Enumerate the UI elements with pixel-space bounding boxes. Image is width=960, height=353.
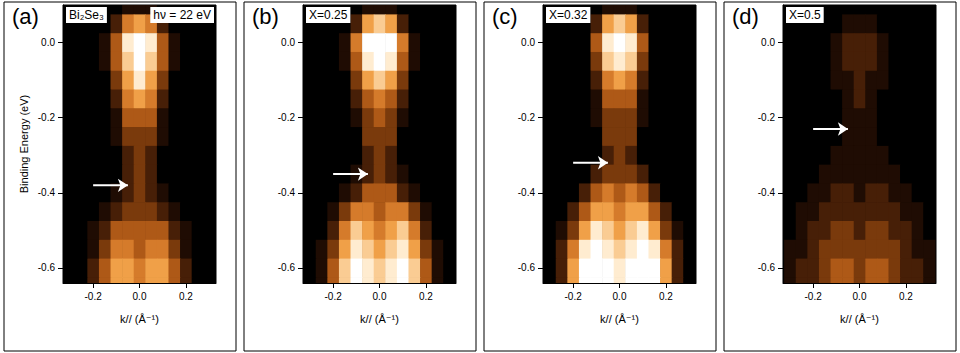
svg-text:X=0.5: X=0.5 bbox=[789, 8, 821, 22]
svg-text:(b): (b) bbox=[252, 4, 279, 29]
svg-text:0.0: 0.0 bbox=[133, 291, 147, 302]
svg-text:-0.2: -0.2 bbox=[565, 291, 583, 302]
svg-text:hν = 22 eV: hν = 22 eV bbox=[153, 8, 211, 22]
svg-text:-0.6: -0.6 bbox=[518, 262, 536, 273]
svg-text:0.0: 0.0 bbox=[41, 37, 55, 48]
svg-text:Bi₂Se₃: Bi₂Se₃ bbox=[69, 8, 104, 22]
svg-text:Binding Energy (eV): Binding Energy (eV) bbox=[18, 95, 30, 193]
svg-text:X=0.32: X=0.32 bbox=[549, 8, 588, 22]
svg-text:(c): (c) bbox=[492, 4, 518, 29]
svg-text:-0.2: -0.2 bbox=[325, 291, 343, 302]
svg-text:-0.2: -0.2 bbox=[518, 112, 536, 123]
svg-text:-0.2: -0.2 bbox=[758, 112, 776, 123]
svg-text:(d): (d) bbox=[732, 4, 759, 29]
svg-text:(a): (a) bbox=[12, 4, 39, 29]
svg-text:0.2: 0.2 bbox=[419, 291, 433, 302]
svg-text:k// (Å⁻¹): k// (Å⁻¹) bbox=[360, 313, 399, 325]
svg-text:-0.4: -0.4 bbox=[758, 187, 776, 198]
svg-text:-0.2: -0.2 bbox=[278, 112, 296, 123]
svg-text:-0.6: -0.6 bbox=[758, 262, 776, 273]
svg-text:-0.2: -0.2 bbox=[85, 291, 103, 302]
svg-text:-0.2: -0.2 bbox=[38, 112, 56, 123]
svg-text:-0.2: -0.2 bbox=[805, 291, 823, 302]
svg-text:-0.4: -0.4 bbox=[38, 187, 56, 198]
svg-text:0.0: 0.0 bbox=[281, 37, 295, 48]
svg-text:0.0: 0.0 bbox=[373, 291, 387, 302]
svg-text:0.0: 0.0 bbox=[853, 291, 867, 302]
svg-text:-0.4: -0.4 bbox=[518, 187, 536, 198]
svg-text:-0.6: -0.6 bbox=[38, 262, 56, 273]
svg-text:0.2: 0.2 bbox=[659, 291, 673, 302]
svg-text:k// (Å⁻¹): k// (Å⁻¹) bbox=[600, 313, 639, 325]
svg-text:-0.4: -0.4 bbox=[278, 187, 296, 198]
svg-text:0.2: 0.2 bbox=[899, 291, 913, 302]
svg-text:0.0: 0.0 bbox=[613, 291, 627, 302]
svg-text:0.0: 0.0 bbox=[521, 37, 535, 48]
svg-text:0.0: 0.0 bbox=[761, 37, 775, 48]
svg-text:-0.6: -0.6 bbox=[278, 262, 296, 273]
svg-text:k// (Å⁻¹): k// (Å⁻¹) bbox=[840, 313, 879, 325]
svg-text:X=0.25: X=0.25 bbox=[309, 8, 348, 22]
svg-text:0.2: 0.2 bbox=[179, 291, 193, 302]
svg-text:k// (Å⁻¹): k// (Å⁻¹) bbox=[120, 313, 159, 325]
